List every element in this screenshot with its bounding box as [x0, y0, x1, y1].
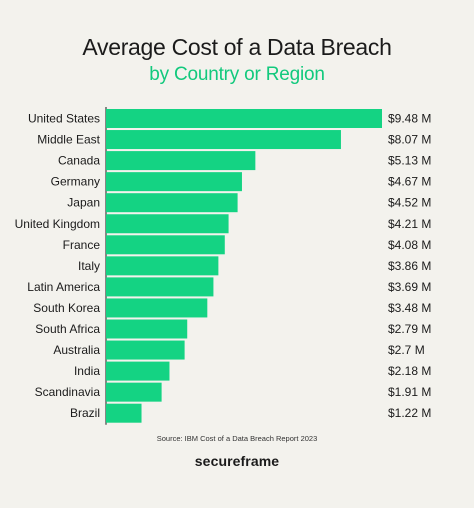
value-label: $2.18 M [388, 364, 431, 378]
bar [106, 109, 382, 128]
value-label: $4.08 M [388, 238, 431, 252]
bar [106, 277, 214, 297]
value-label: $4.52 M [388, 196, 431, 210]
brand-logo: secureframe [194, 453, 280, 469]
value-label: $1.91 M [388, 385, 431, 399]
category-label: United States [28, 112, 100, 126]
category-label: Italy [78, 259, 100, 273]
chart-subtitle: by Country or Region [149, 64, 325, 85]
value-label: $2.79 M [388, 322, 431, 336]
category-label: Japan [67, 196, 100, 210]
bar [106, 193, 238, 213]
bar [106, 151, 256, 171]
value-label: $3.69 M [388, 280, 431, 294]
category-label: Brazil [70, 406, 100, 420]
value-label: $9.48 M [388, 112, 431, 126]
bar [106, 319, 188, 339]
bar-chart: United States $9.48 M Middle East $8.07 M Ca… [15, 107, 431, 425]
value-label: $5.13 M [388, 154, 431, 168]
value-label: $4.21 M [388, 217, 431, 231]
category-label: United Kingdom [15, 217, 100, 231]
bar [106, 340, 185, 360]
category-label: India [74, 364, 100, 378]
bar [106, 382, 162, 402]
value-label: $3.86 M [388, 259, 431, 273]
bar [106, 130, 341, 150]
category-label: Canada [58, 154, 100, 168]
category-label: South Korea [33, 301, 100, 315]
bar [106, 256, 219, 276]
bar [106, 298, 208, 318]
value-label: $2.7 M [388, 343, 425, 357]
chart-title: Average Cost of a Data Breach [82, 34, 392, 60]
bar [106, 235, 225, 255]
bar [106, 361, 170, 381]
value-label: $4.67 M [388, 175, 431, 189]
value-label: $3.48 M [388, 301, 431, 315]
bar [106, 172, 242, 192]
category-label: Scandinavia [35, 385, 101, 399]
value-label: $1.22 M [388, 406, 431, 420]
category-label: France [63, 238, 101, 252]
category-label: Germany [51, 175, 100, 189]
category-label: Latin America [27, 280, 100, 294]
category-label: Middle East [37, 133, 100, 147]
category-label: Australia [53, 343, 100, 357]
source-note: Source: IBM Cost of a Data Breach Report… [156, 434, 318, 443]
bar [106, 214, 229, 234]
category-label: South Africa [35, 322, 100, 336]
bar [106, 403, 142, 423]
value-label: $8.07 M [388, 133, 431, 147]
